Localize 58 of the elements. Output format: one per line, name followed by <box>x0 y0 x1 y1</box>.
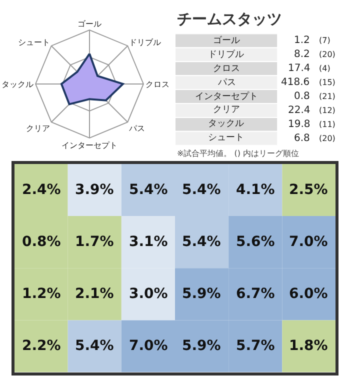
data-label: 418.6 <box>281 77 310 88</box>
data-label: (15) <box>319 78 336 87</box>
data-label: 1.2 <box>294 35 310 46</box>
data-label: (21) <box>319 92 336 101</box>
data-label: 1.2% <box>22 286 61 302</box>
data-label: 5.4% <box>129 182 168 198</box>
data-label: 1.7% <box>75 234 114 250</box>
data-label: (4) <box>319 64 330 73</box>
data-label: 8.2 <box>294 49 310 60</box>
category-label: インターセプト <box>195 91 258 102</box>
data-label: 5.4% <box>182 182 221 198</box>
text: ※試合平均値。 () 内はリーグ順位 <box>177 149 300 158</box>
spoke-label: ゴール <box>78 19 102 28</box>
data-label: 7.0% <box>129 338 168 354</box>
data-label: 22.4 <box>288 105 310 116</box>
data-label: 19.8 <box>288 119 310 130</box>
spoke-label: ドリブル <box>129 38 162 48</box>
spoke-label: パス <box>128 124 146 134</box>
data-label: 6.0% <box>289 286 328 302</box>
data-label: (11) <box>319 120 336 129</box>
spoke-label: インターセプト <box>62 141 118 150</box>
category-label: タックル <box>208 119 244 129</box>
category-label: ドリブル <box>208 49 244 60</box>
category-label: クロス <box>213 64 240 74</box>
data-label: 2.1% <box>75 286 114 302</box>
data-label: (20) <box>319 50 336 59</box>
data-label: 5.7% <box>236 338 275 354</box>
text: チームスタッツ <box>177 10 282 28</box>
category-label: クリア <box>213 105 240 115</box>
data-label: 6.8 <box>294 133 310 144</box>
data-label: 2.2% <box>22 338 61 354</box>
data-label: 5.9% <box>182 286 221 302</box>
spoke-label: クロス <box>146 80 170 89</box>
data-label: 1.8% <box>289 338 328 354</box>
category-label: シュート <box>208 133 244 143</box>
data-label: 3.9% <box>75 182 114 198</box>
data-label: 0.8% <box>22 234 61 250</box>
spoke-label: シュート <box>18 38 50 48</box>
data-label: (12) <box>319 106 336 115</box>
data-label: 2.5% <box>289 182 328 198</box>
category-label: パス <box>217 78 236 88</box>
data-label: 3.0% <box>129 286 168 302</box>
category-label: ゴール <box>213 35 240 46</box>
data-label: 7.0% <box>289 234 328 250</box>
data-label: 5.9% <box>182 338 221 354</box>
data-label: 2.4% <box>22 182 61 198</box>
data-label: (20) <box>319 134 336 143</box>
data-label: (7) <box>319 36 330 45</box>
data-label: 5.6% <box>236 234 275 250</box>
spoke-label: クリア <box>26 124 50 134</box>
data-label: 3.1% <box>129 234 168 250</box>
data-label: 5.4% <box>75 338 114 354</box>
data-label: 0.8 <box>294 91 310 102</box>
data-label: 17.4 <box>288 63 310 74</box>
data-label: 5.4% <box>182 234 221 250</box>
data-label: 6.7% <box>236 286 275 302</box>
data-label: 4.1% <box>236 182 275 198</box>
spoke-label: タックル <box>1 80 34 89</box>
